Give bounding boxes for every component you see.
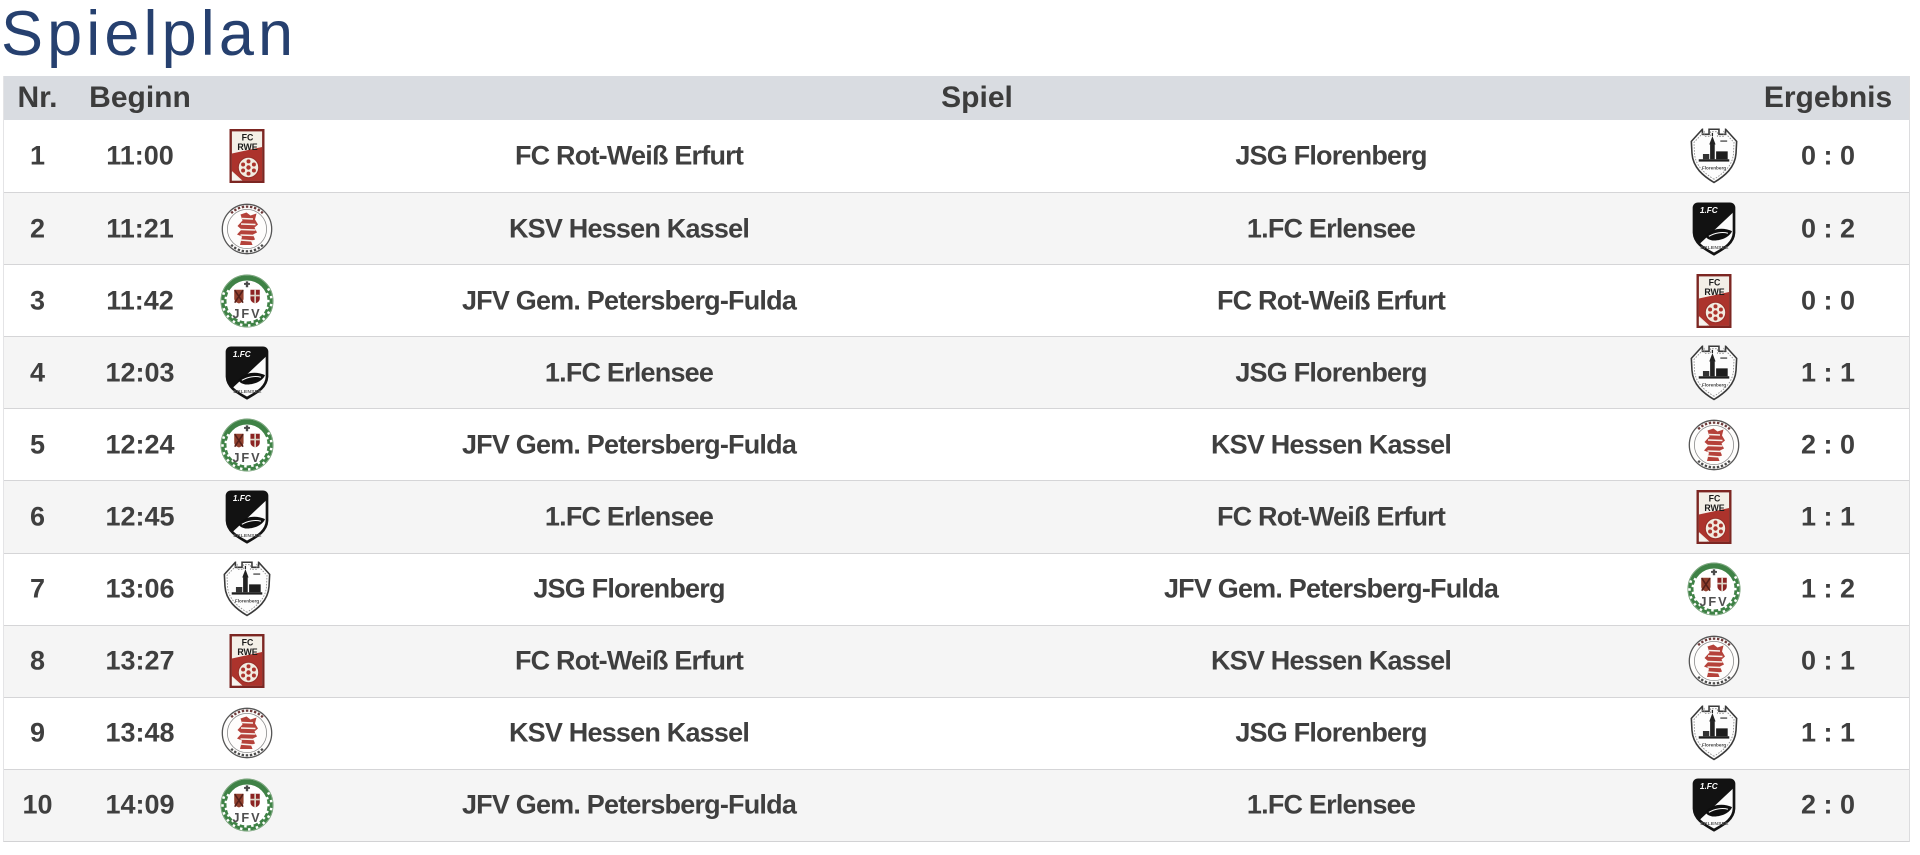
svg-text:1.FC: 1.FC [233, 494, 252, 503]
svg-text:FC: FC [242, 638, 254, 648]
svg-text:RWE: RWE [1704, 503, 1724, 513]
svg-text:Florenberg: Florenberg [1701, 165, 1725, 170]
svg-text:FC: FC [1708, 494, 1720, 504]
svg-text:FC: FC [242, 133, 254, 143]
svg-text:RWE: RWE [237, 647, 257, 657]
svg-text:RWE: RWE [237, 142, 257, 152]
svg-text:Florenberg: Florenberg [1701, 382, 1725, 387]
svg-text:FC: FC [1708, 277, 1720, 287]
svg-text:ERLENSEE: ERLENSEE [233, 533, 262, 539]
svg-text:1.FC: 1.FC [1699, 783, 1718, 792]
svg-text:ERLENSEE: ERLENSEE [1700, 822, 1729, 828]
svg-text:Florenberg: Florenberg [235, 598, 259, 603]
svg-text:Florenberg: Florenberg [1701, 743, 1725, 748]
svg-text:JFV: JFV [232, 450, 261, 465]
svg-text:RWE: RWE [1704, 287, 1724, 297]
svg-text:JFV: JFV [232, 306, 261, 321]
svg-text:1.FC: 1.FC [1699, 206, 1718, 215]
svg-text:JFV: JFV [232, 811, 261, 826]
svg-text:ERLENSEE: ERLENSEE [233, 389, 262, 395]
svg-text:1.FC: 1.FC [233, 350, 252, 359]
svg-text:ERLENSEE: ERLENSEE [1700, 245, 1729, 251]
svg-text:JFV: JFV [1699, 594, 1728, 609]
